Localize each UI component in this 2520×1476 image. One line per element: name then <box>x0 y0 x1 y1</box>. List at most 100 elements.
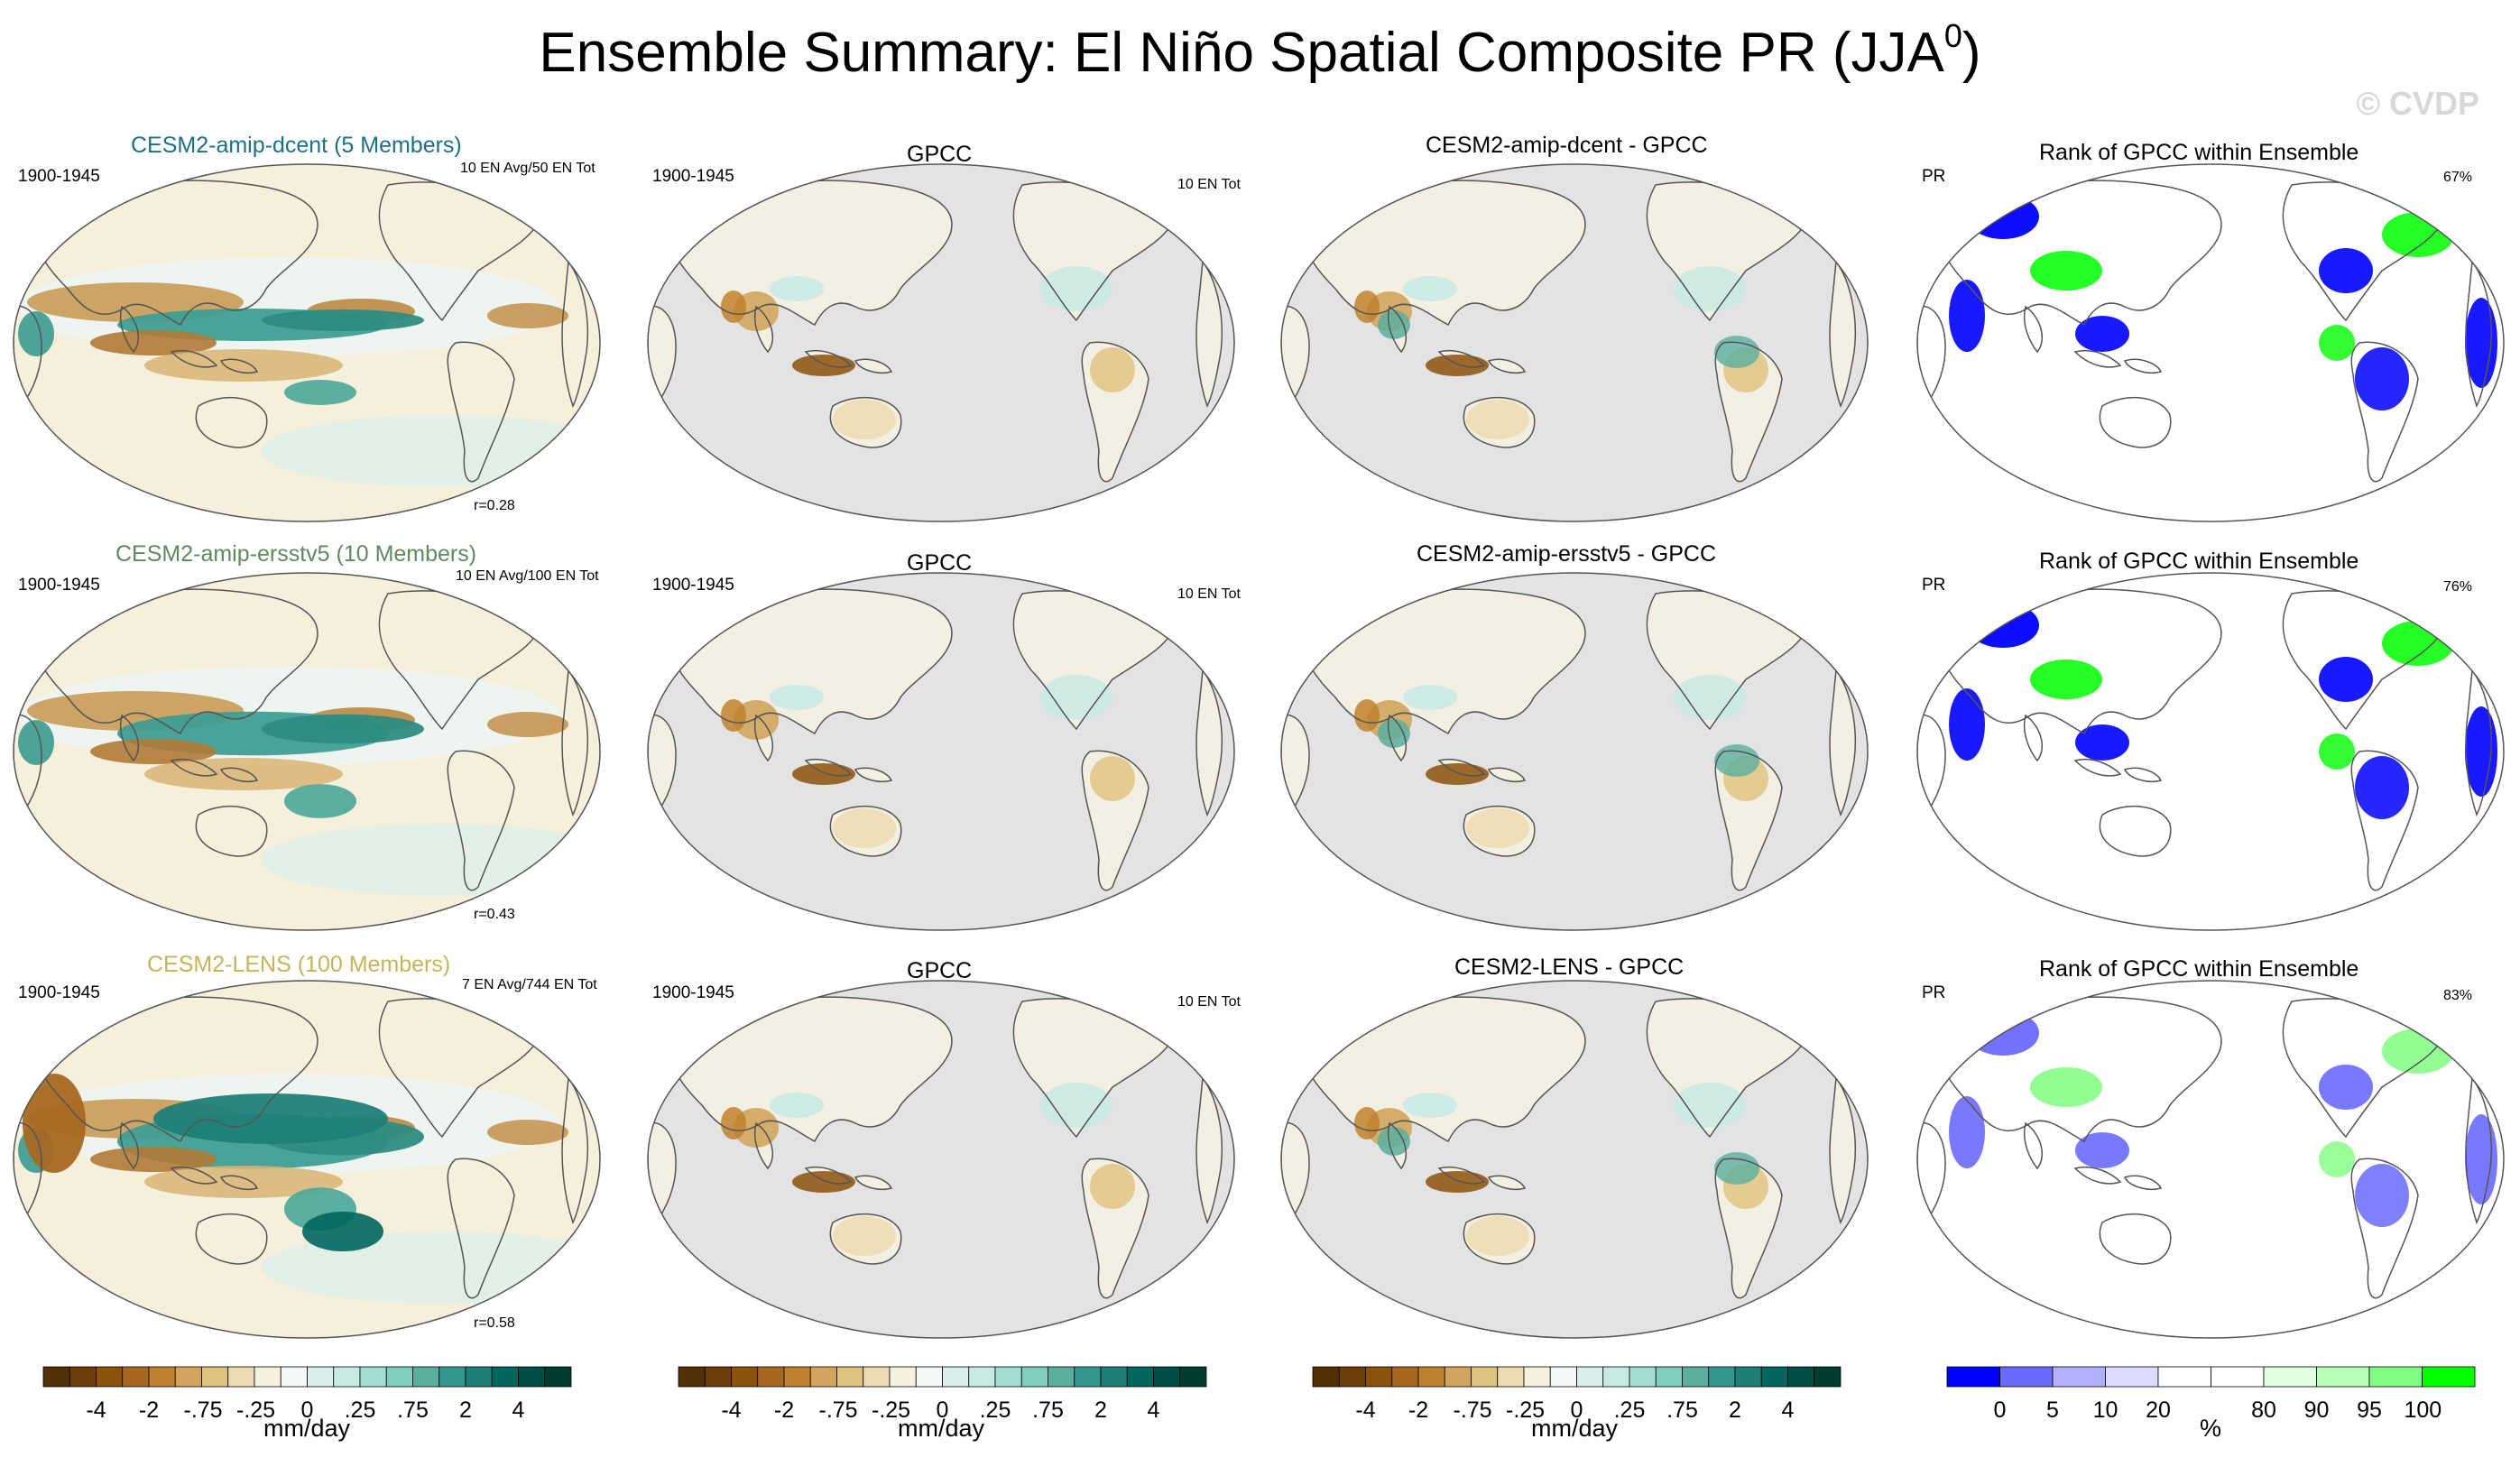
watermark: © CVDP <box>2356 85 2479 122</box>
land-australia <box>833 808 896 848</box>
colorbar-2-swatch <box>678 1366 706 1388</box>
colorbar-4-swatch <box>1999 1366 2054 1388</box>
colorbar-3-swatch <box>1312 1366 1340 1388</box>
diff-title-row2: CESM2-amip-ersstv5 - GPCC <box>1417 541 1716 567</box>
rank-low-africa-east <box>2465 706 2497 797</box>
land-dry-sa <box>1090 347 1135 392</box>
colorbar-3-swatch <box>1682 1366 1710 1388</box>
map-panel-r1-c4 <box>1916 163 2505 522</box>
land-dry-india <box>1354 291 1380 323</box>
rank-high-asia <box>2030 1067 2102 1107</box>
colorbar-1 <box>42 1366 572 1388</box>
colorbar-units-4: % <box>2199 1415 2221 1442</box>
light-band-south <box>262 824 600 896</box>
colorbar-4-swatch <box>2157 1366 2211 1388</box>
obs-counts-row2: 10 EN Tot <box>1177 586 1241 602</box>
obs-counts-row1: 10 EN Tot <box>1177 177 1241 192</box>
wet-south-strong <box>302 1212 383 1251</box>
wet-band-core <box>262 714 424 744</box>
colorbar-3-label: 4 <box>1781 1398 1795 1423</box>
r-value-row3: r=0.58 <box>474 1315 515 1331</box>
colorbar-2-swatch <box>1048 1366 1075 1388</box>
dry-africa <box>23 1074 86 1173</box>
rank-low-sa <box>2355 1164 2409 1227</box>
colorbar-1-label: -.25 <box>236 1398 276 1423</box>
colorbar-4-label: 95 <box>2357 1398 2382 1423</box>
colorbar-1-label: .25 <box>344 1398 376 1423</box>
period-row3: 1900-1945 <box>18 983 100 1002</box>
map-panel-r1-c3 <box>1280 163 1869 522</box>
dry-maritime <box>90 330 217 355</box>
rank-low-maritime <box>2075 724 2129 761</box>
land-dry-maritime <box>1426 763 1489 785</box>
land-wet-china <box>770 1093 824 1118</box>
map-outline <box>647 980 1235 1339</box>
colorbar-2-swatch <box>1126 1366 1154 1388</box>
colorbar-2-label: 0 <box>936 1398 949 1423</box>
wet-africa-west <box>18 720 54 765</box>
dry-maritime <box>90 739 217 764</box>
model-counts-row1: 10 EN Avg/50 EN Tot <box>460 161 595 176</box>
colorbar-4-label: 0 <box>1993 1398 2007 1423</box>
colorbar-2-swatch <box>863 1366 891 1388</box>
period-row1: 1900-1945 <box>18 167 100 186</box>
land-dry-sa <box>1090 1164 1135 1209</box>
land-wet-china <box>1403 685 1457 710</box>
colorbar-2-label: -.25 <box>872 1398 911 1423</box>
colorbar-3-swatch <box>1549 1366 1577 1388</box>
colorbar-4-swatch <box>2263 1366 2317 1388</box>
map-outline <box>647 163 1235 522</box>
colorbar-3-swatch <box>1708 1366 1736 1388</box>
colorbar-3-swatch <box>1602 1366 1630 1388</box>
dry-south <box>144 1166 343 1198</box>
colorbar-4-label: 80 <box>2251 1398 2276 1423</box>
land-dry-india <box>1354 699 1380 732</box>
rank-title-row1: Rank of GPCC within Ensemble <box>2039 140 2359 165</box>
colorbar-4-swatch <box>2316 1366 2370 1388</box>
dry-band-east <box>487 1120 568 1145</box>
land-wet-na <box>1674 1083 1746 1128</box>
rank-high-asia <box>2030 660 2102 699</box>
rank-high-asia <box>2030 251 2102 291</box>
land-wet-india <box>1378 1127 1410 1156</box>
colorbar-2-swatch <box>731 1366 759 1388</box>
main-title: Ensemble Summary: El Niño Spatial Compos… <box>539 17 1981 84</box>
rank-var-row2: PR <box>1922 576 1946 595</box>
colorbar-2-swatch <box>704 1366 732 1388</box>
rank-var-row3: PR <box>1922 983 1946 1002</box>
land-australia <box>1466 1216 1529 1256</box>
model-counts-row3: 7 EN Avg/744 EN Tot <box>462 977 597 992</box>
colorbar-1-label: -2 <box>138 1398 160 1423</box>
land-wet-china <box>770 276 824 301</box>
map-outline <box>1916 572 2505 931</box>
colorbar-2-swatch <box>915 1366 943 1388</box>
land-dry-maritime <box>792 355 855 376</box>
colorbar-2-swatch <box>942 1366 970 1388</box>
colorbar-1-swatch <box>438 1366 466 1388</box>
rank-pct-row1: 67% <box>2443 170 2473 185</box>
colorbar-1-label: 0 <box>300 1398 314 1423</box>
light-band-south <box>262 415 600 487</box>
colorbar-1-swatch <box>174 1366 202 1388</box>
colorbar-3-label: 0 <box>1570 1398 1583 1423</box>
colorbar-3-swatch <box>1444 1366 1472 1388</box>
colorbar-2-label: -4 <box>721 1398 742 1423</box>
rank-low-africa <box>1949 688 1985 761</box>
colorbar-1-swatch <box>307 1366 335 1388</box>
colorbar-units-2: mm/day <box>897 1415 985 1442</box>
colorbar-4-label: 10 <box>2092 1398 2118 1423</box>
colorbar-4-label: 5 <box>2046 1398 2059 1423</box>
colorbar-3-swatch <box>1629 1366 1657 1388</box>
colorbar-3-swatch <box>1760 1366 1788 1388</box>
obs-period-row1: 1900-1945 <box>652 167 734 186</box>
colorbar-1-swatch <box>385 1366 413 1388</box>
obs-title-row3: GPCC <box>907 958 973 983</box>
rank-high-central-america <box>2319 1141 2355 1177</box>
map-outline <box>13 980 601 1339</box>
colorbar-3-label: .25 <box>1613 1398 1646 1423</box>
colorbar-4 <box>1946 1366 2476 1388</box>
dry-south <box>144 349 343 382</box>
colorbar-1-label: -4 <box>86 1398 106 1423</box>
land-dry-india <box>1354 1107 1380 1139</box>
land-australia <box>833 400 896 439</box>
